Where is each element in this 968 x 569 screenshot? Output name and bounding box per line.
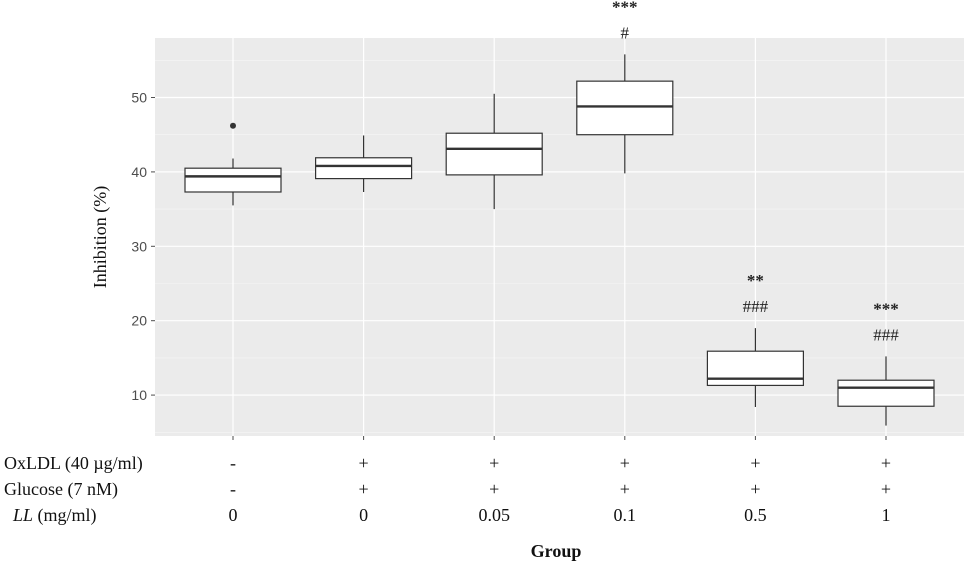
- table-cell: +: [359, 479, 369, 499]
- box: [837, 379, 935, 407]
- y-axis-ticks: 10 20 30 40 50: [131, 90, 887, 440]
- table-cell: -: [230, 479, 236, 499]
- group-condition-table: OxLDL (40 µg/ml) - + + + + + Glucose (7 nM) - + + +…: [4, 453, 891, 526]
- y-tick-label: 50: [131, 90, 147, 106]
- box-group-3: [445, 93, 543, 210]
- plot-panel: [155, 38, 964, 436]
- table-cell: +: [881, 453, 891, 473]
- significance-label: ###: [873, 325, 899, 344]
- row-label: LL (mg/ml): [12, 505, 97, 526]
- box: [315, 157, 413, 180]
- box: [184, 167, 282, 193]
- table-cell: -: [230, 453, 236, 473]
- table-cell: +: [489, 453, 499, 473]
- outlier-point: [230, 122, 236, 129]
- y-tick-label: 40: [131, 164, 147, 180]
- table-cell: 0.05: [478, 505, 510, 525]
- box-series: [184, 54, 935, 426]
- table-cell: 0.1: [614, 505, 637, 525]
- significance-label: ###: [743, 297, 769, 316]
- table-cell: +: [750, 479, 760, 499]
- table-cell: +: [620, 453, 630, 473]
- table-cell: +: [489, 479, 499, 499]
- table-cell: 0: [229, 505, 238, 525]
- table-cell: 0.5: [744, 505, 767, 525]
- y-tick-label: 10: [131, 387, 147, 403]
- table-cell: 1: [882, 505, 891, 525]
- table-cell: +: [750, 453, 760, 473]
- box-group-5: [706, 328, 805, 407]
- y-tick-label: 30: [131, 238, 147, 254]
- significance-label: ***: [612, 0, 638, 16]
- row-label: OxLDL (40 µg/ml): [4, 453, 143, 474]
- box-group-2: [315, 135, 413, 192]
- grid-lines: [155, 38, 964, 436]
- significance-label: ***: [873, 299, 899, 318]
- table-cell: 0: [359, 505, 368, 525]
- box-group-4: [576, 54, 674, 174]
- x-axis-title: Group: [531, 541, 582, 561]
- table-cell: +: [881, 479, 891, 499]
- box: [706, 350, 805, 387]
- box-group-1: [184, 122, 282, 206]
- row-label: Glucose (7 nM): [4, 479, 118, 500]
- significance-label: **: [747, 271, 764, 290]
- table-cell: +: [620, 479, 630, 499]
- significance-label: #: [621, 23, 630, 42]
- significance-marks: *** # ** ### *** ###: [612, 0, 899, 344]
- box: [576, 80, 674, 136]
- y-axis-label: Inhibition (%): [90, 186, 111, 288]
- box-group-6: [837, 356, 935, 426]
- box: [445, 132, 543, 176]
- y-tick-label: 20: [131, 313, 147, 329]
- table-cell: +: [359, 453, 369, 473]
